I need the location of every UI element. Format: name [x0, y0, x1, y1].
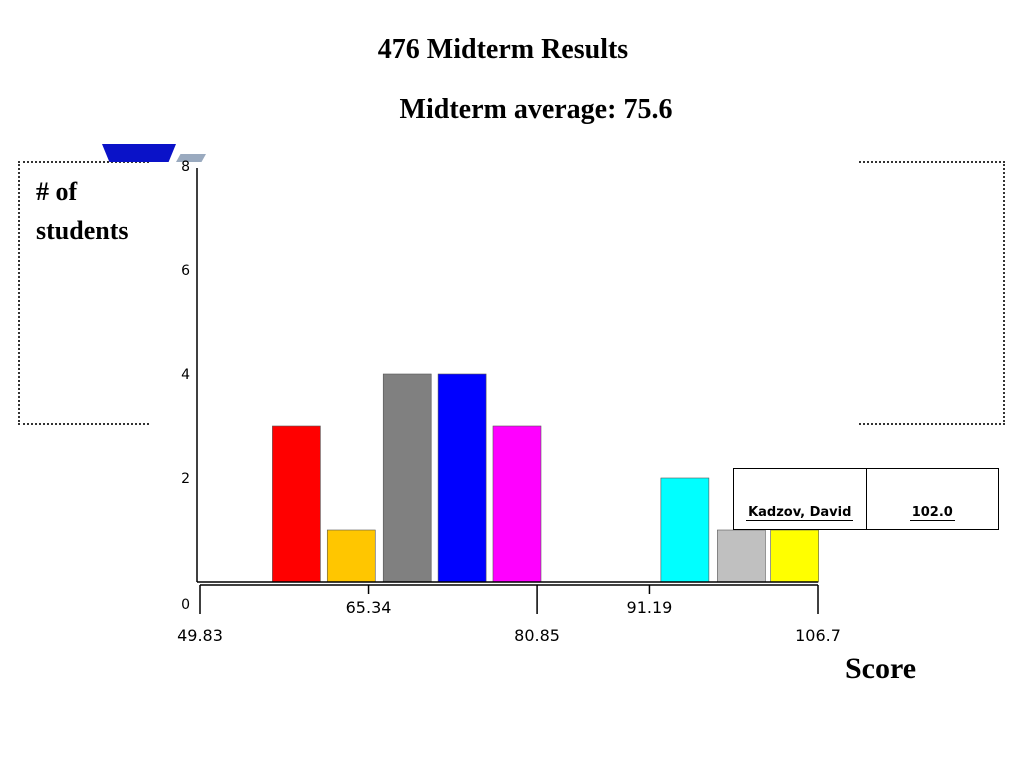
axes-layer — [196, 168, 818, 586]
y-tick-label-1: 2 — [181, 471, 190, 487]
page-title: 476 Midterm Results — [377, 34, 629, 65]
bar-4[interactable] — [492, 425, 542, 583]
bar-0[interactable] — [272, 425, 321, 583]
y-axis-label: # of students — [36, 177, 129, 245]
tooltip-score-cell: 102.0 — [865, 469, 999, 529]
chart-background — [150, 150, 858, 440]
bar-1[interactable] — [326, 529, 376, 583]
tooltip-student-score: 102.0 — [909, 505, 955, 521]
y-ticks-layer: 0 2 4 6 8 — [181, 159, 190, 613]
bar-6[interactable] — [717, 529, 766, 583]
x-tick-label-upper-1: 91.19 — [627, 598, 673, 617]
page-subtitle: Midterm average: 75.6 — [399, 94, 673, 125]
x-tick-label-upper-0: 65.34 — [346, 598, 392, 617]
bar-5[interactable] — [660, 477, 710, 583]
decorative-gray-tab — [176, 154, 206, 162]
score-tooltip: Kadzov, David 102.0 — [733, 468, 999, 530]
decorative-blue-tab — [102, 144, 176, 162]
bars-layer — [272, 373, 819, 583]
x-tick-label-lower-0: 49.83 — [177, 626, 223, 645]
tooltip-student-name: Kadzov, David — [746, 505, 854, 521]
x-axis-label: Score — [845, 652, 917, 685]
y-tick-label-0: 0 — [181, 597, 190, 613]
x-tick-label-lower-1: 80.85 — [514, 626, 560, 645]
y-tick-label-3: 6 — [181, 263, 190, 279]
y-tick-label-4: 8 — [181, 159, 190, 175]
y-tick-label-2: 4 — [181, 367, 190, 383]
tooltip-name-cell: Kadzov, David — [734, 469, 866, 529]
bar-2[interactable] — [382, 373, 432, 583]
bar-3[interactable] — [437, 373, 487, 583]
x-tick-label-lower-2: 106.7 — [795, 626, 841, 645]
x-ticks-layer: 49.83 80.85 106.7 65.34 91.19 — [177, 585, 841, 645]
bar-7[interactable] — [770, 529, 819, 583]
